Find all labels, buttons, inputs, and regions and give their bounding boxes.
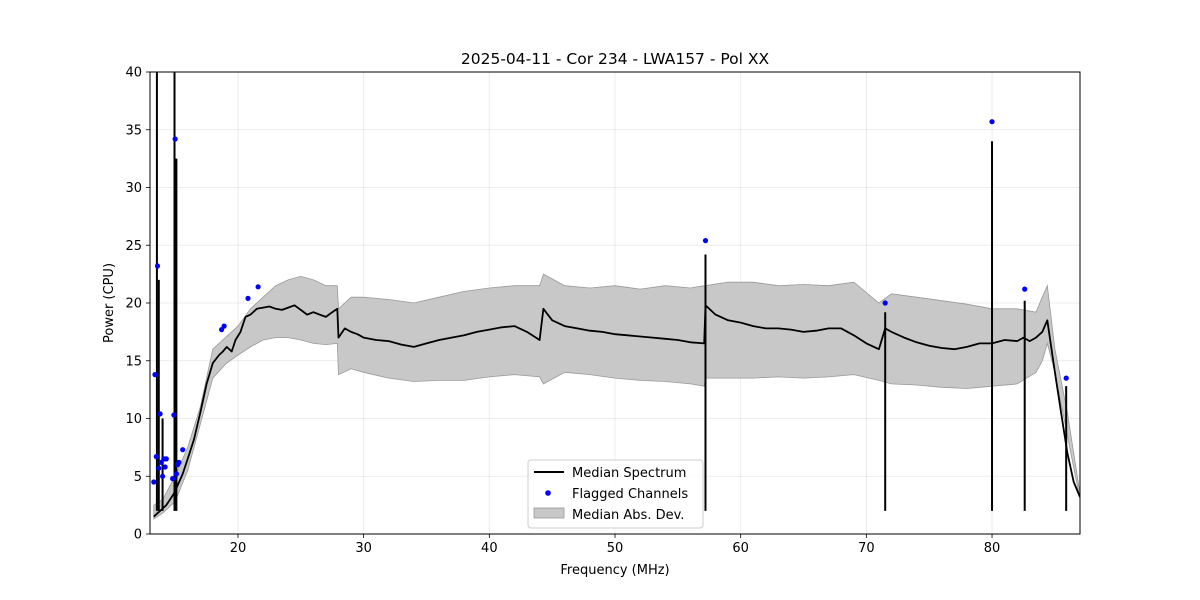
flagged-channel-point (151, 479, 157, 485)
legend-label-flagged: Flagged Channels (572, 487, 688, 502)
flagged-channel-point (1022, 286, 1028, 292)
y-axis-label: Power (CPU) (102, 263, 117, 343)
y-tick-label: 35 (125, 123, 142, 138)
y-tick-label: 15 (125, 354, 142, 369)
chart-title: 2025-04-11 - Cor 234 - LWA157 - Pol XX (461, 50, 770, 68)
flagged-channel-point (245, 295, 251, 301)
flagged-points-layer (151, 119, 1069, 485)
flagged-channel-point (170, 476, 176, 482)
flagged-channel-point (157, 411, 163, 417)
mad-band-layer (153, 273, 1080, 520)
y-tick-label: 40 (125, 66, 142, 81)
flagged-channel-point (221, 323, 227, 329)
legend-label-mad: Median Abs. Dev. (572, 508, 684, 523)
flagged-channel-point (173, 471, 179, 477)
flagged-channel-point (163, 456, 169, 462)
flagged-channel-point (154, 263, 161, 269)
flagged-channel-point (1063, 375, 1069, 381)
y-tick-label: 30 (125, 181, 142, 196)
flagged-channel-point (255, 284, 261, 290)
x-axis-label: Frequency (MHz) (560, 563, 669, 578)
legend-patch-swatch (533, 507, 565, 519)
x-tick-label: 80 (984, 541, 1001, 556)
flagged-channel-point (152, 372, 158, 378)
y-tick-label: 5 (134, 470, 142, 485)
flagged-channel-point (882, 300, 888, 306)
legend-dot-swatch (545, 490, 551, 496)
x-tick-label: 20 (230, 541, 247, 556)
mad-band (153, 273, 1080, 520)
x-axis-ticks: 20 30 40 50 60 70 80 (230, 534, 1001, 556)
median-line-layer (153, 304, 1080, 518)
median-spectrum-line (153, 304, 1080, 518)
x-tick-label: 70 (858, 541, 875, 556)
y-axis-ticks: 0 5 10 15 20 25 30 35 40 (125, 66, 150, 543)
flagged-channel-point (171, 412, 177, 418)
x-tick-label: 40 (481, 541, 498, 556)
flagged-channel-point (153, 454, 159, 460)
legend-box (527, 459, 704, 529)
y-tick-label: 0 (134, 528, 142, 543)
x-tick-label: 50 (607, 541, 624, 556)
y-tick-label: 25 (125, 239, 142, 254)
spike-layer (155, 72, 1068, 511)
y-tick-label: 10 (125, 412, 142, 427)
flagged-channel-point (180, 447, 186, 453)
y-tick-label: 20 (125, 297, 142, 312)
legend-label-median: Median Spectrum (572, 466, 686, 481)
legend: Median Spectrum Flagged Channels Median … (527, 459, 704, 529)
flagged-channel-point (162, 464, 168, 470)
x-tick-label: 30 (355, 541, 372, 556)
flagged-channel-point (156, 465, 162, 471)
flagged-channel-point (172, 136, 178, 142)
flagged-channel-point (989, 119, 995, 125)
x-tick-label: 60 (732, 541, 749, 556)
flagged-channel-point (160, 473, 166, 479)
flagged-channel-point (176, 459, 182, 465)
flagged-channel-point (702, 238, 709, 244)
